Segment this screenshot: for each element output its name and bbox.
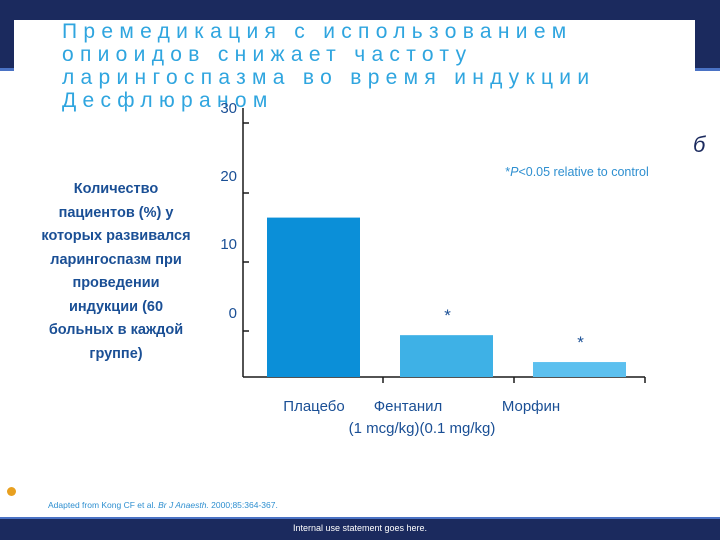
source-prefix: Adapted from Kong CF et al.	[48, 500, 159, 510]
note-p: P	[510, 165, 519, 179]
y-tick-label-2: 20	[220, 168, 237, 185]
slide-title: Премедикация с использованием опиоидов с…	[62, 20, 596, 112]
bar-2	[533, 362, 626, 377]
y-tick-label-1: 10	[220, 236, 237, 253]
note-text: <0.05 relative to control	[518, 165, 649, 179]
significance-mark-2: *	[577, 333, 584, 352]
footer-accent-line	[0, 517, 720, 519]
footer-band	[0, 517, 720, 540]
category-label-2: Морфин	[502, 398, 560, 415]
source-journal: Br J Anaesth.	[158, 500, 209, 510]
bar-0	[267, 217, 360, 377]
note-asterisk: *	[505, 165, 511, 179]
source-citation: Adapted from Kong CF et al. Br J Anaesth…	[48, 500, 278, 510]
logo-swoosh-icon: б	[693, 132, 706, 157]
y-axis-label: Количество пациентов (%) у которых разви…	[41, 181, 191, 362]
footer-text: Internal use statement goes here.	[292, 523, 428, 533]
source-rest: 2000;85:364-367.	[208, 500, 278, 510]
y-tick-label-3: 30	[220, 100, 237, 117]
bullet-dot-icon	[7, 487, 16, 496]
category-label-1: Фентанил	[374, 398, 443, 415]
y-tick-label-0: 0	[229, 305, 237, 322]
significance-note: *P<0.05 relative to control	[505, 163, 649, 181]
significance-mark-1: *	[444, 306, 451, 325]
category-label-0: Плацебо	[283, 398, 344, 415]
dose-labels: (1 mcg/kg)(0.1 mg/kg)	[349, 420, 496, 437]
bar-1	[400, 335, 493, 377]
